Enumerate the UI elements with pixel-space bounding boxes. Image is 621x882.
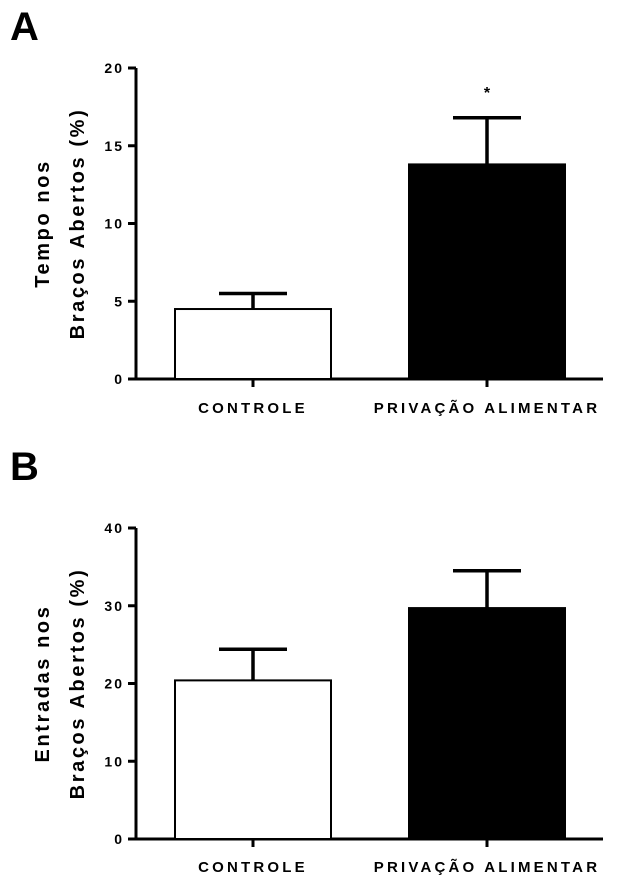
bar <box>409 164 565 379</box>
bar <box>175 309 331 379</box>
y-tick-label: 0 <box>114 371 124 387</box>
panel-b: B 0 10 20 30 40 CONTROLE PRIVAÇÃO ALIMENTAR Entr… <box>10 445 603 876</box>
panel-letter: B <box>10 445 39 489</box>
y-axis-title-line: Braços Abertos (%) <box>67 108 89 340</box>
significance-marker: * <box>484 85 491 102</box>
y-tick-label: 15 <box>104 138 124 154</box>
panel-a: A 0 5 10 15 20 CONTROLE PRIVAÇÃO ALIMENTAR * Temp… <box>10 5 603 417</box>
category-label: PRIVAÇÃO ALIMENTAR <box>374 399 600 417</box>
y-tick-label: 10 <box>104 753 124 769</box>
y-axis-title-line: Tempo nos <box>32 159 54 288</box>
category-label: CONTROLE <box>198 859 308 876</box>
bar <box>175 680 331 839</box>
bar <box>409 608 565 839</box>
y-tick-label: 20 <box>104 676 124 692</box>
y-tick-label: 20 <box>104 60 124 76</box>
y-tick-label: 5 <box>114 293 124 309</box>
y-axis-title-line: Braços Abertos (%) <box>67 568 89 800</box>
y-tick-label: 40 <box>104 520 124 536</box>
y-tick-label: 10 <box>104 216 124 232</box>
category-label: PRIVAÇÃO ALIMENTAR <box>374 858 600 876</box>
y-axis-title-line: Entradas nos <box>32 605 54 763</box>
panel-letter: A <box>10 5 39 49</box>
y-tick-label: 30 <box>104 598 124 614</box>
category-label: CONTROLE <box>198 400 308 417</box>
y-tick-label: 0 <box>114 831 124 847</box>
